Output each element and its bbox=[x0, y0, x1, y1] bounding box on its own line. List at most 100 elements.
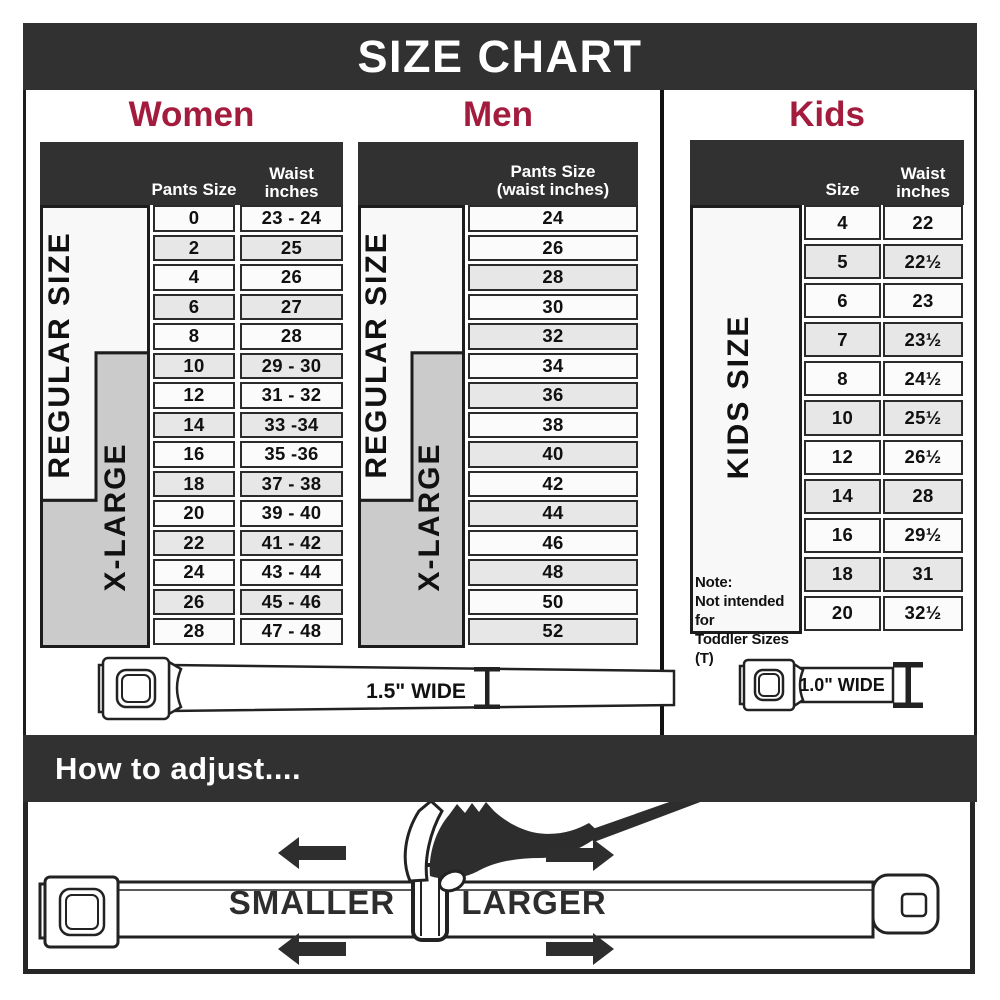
women-pants-size-column: 0 2 4 6 8 10 12 14 16 18 20 22 24 26 28 bbox=[153, 205, 235, 645]
size-cell: 10 bbox=[804, 400, 881, 436]
size-cell: 28 bbox=[153, 618, 235, 645]
women-title: Women bbox=[128, 95, 255, 134]
kids-note: Note: Not intended for Toddler Sizes (T) bbox=[695, 574, 789, 667]
size-cell: 25½ bbox=[883, 400, 963, 436]
size-cell: 31 bbox=[883, 556, 963, 592]
how-to-adjust-title: How to adjust.... bbox=[55, 750, 302, 786]
kids-title: Kids bbox=[789, 95, 865, 134]
size-cell: 40 bbox=[468, 441, 638, 468]
men-table-header: Pants Size (waist inches) bbox=[358, 142, 638, 205]
women-table-header: Pants Size Waist inches bbox=[40, 142, 343, 205]
kids-belt-illustration: 1.0" WIDE bbox=[738, 658, 923, 712]
size-cell: 4 bbox=[153, 264, 235, 291]
adjust-arrows bbox=[278, 837, 614, 965]
size-cell: 42 bbox=[468, 470, 638, 497]
women-size-bands: REGULAR SIZE X-LARGE bbox=[40, 205, 150, 648]
size-cell: 12 bbox=[153, 382, 235, 409]
men-title: Men bbox=[463, 95, 533, 134]
kids-size-column: 4 5 6 7 8 10 12 14 16 18 20 bbox=[804, 205, 881, 632]
men-pants-size-column: 24 26 28 30 32 34 36 38 40 42 44 46 48 50 52 bbox=[468, 205, 638, 645]
kids-size-band: KIDS SIZE bbox=[690, 205, 802, 634]
size-cell: 18 bbox=[804, 556, 881, 592]
seatbelt-strap bbox=[792, 666, 895, 704]
women-col2-header: Waist inches bbox=[264, 164, 319, 201]
size-cell: 32½ bbox=[883, 595, 963, 632]
seatbelt-buckle-icon bbox=[38, 875, 120, 949]
size-cell: 31 - 32 bbox=[240, 382, 343, 409]
size-cell: 34 bbox=[468, 352, 638, 379]
size-cell: 52 bbox=[468, 618, 638, 645]
size-cell: 43 - 44 bbox=[240, 559, 343, 586]
size-cell: 45 - 46 bbox=[240, 588, 343, 615]
size-cell: 41 - 42 bbox=[240, 529, 343, 556]
size-cell: 25 bbox=[240, 234, 343, 261]
women-regular-band-label: REGULAR SIZE bbox=[43, 231, 76, 478]
size-cell: 6 bbox=[153, 293, 235, 320]
men-size-bands: REGULAR SIZE X-LARGE bbox=[358, 205, 465, 648]
index-finger bbox=[403, 802, 444, 883]
size-cell: 32 bbox=[468, 323, 638, 350]
size-cell: 35 -36 bbox=[240, 441, 343, 468]
size-cell: 5 bbox=[804, 244, 881, 280]
size-cell: 14 bbox=[804, 478, 881, 514]
size-cell: 4 bbox=[804, 205, 881, 241]
section-divider bbox=[660, 90, 664, 735]
size-cell: 50 bbox=[468, 588, 638, 615]
width-indicator-icon bbox=[893, 662, 923, 708]
women-waist-column: 23 - 24 25 26 27 28 29 - 30 31 - 32 33 -34 35 -3… bbox=[240, 205, 343, 645]
adult-belt-width-label: 1.5" WIDE bbox=[366, 680, 466, 703]
size-cell: 14 bbox=[153, 411, 235, 438]
men-xlarge-band-label: X-LARGE bbox=[413, 443, 446, 592]
size-cell: 28 bbox=[240, 323, 343, 350]
adult-belt-illustration: 1.5" WIDE bbox=[97, 656, 676, 721]
arrow-right-icon bbox=[546, 839, 614, 871]
women-regular-band-shape bbox=[40, 205, 150, 502]
size-cell: 33 -34 bbox=[240, 411, 343, 438]
size-cell: 27 bbox=[240, 293, 343, 320]
kids-belt-width-label: 1.0" WIDE bbox=[799, 675, 885, 695]
men-regular-band-shape bbox=[358, 205, 465, 502]
size-cell: 37 - 38 bbox=[240, 470, 343, 497]
buckle-latch bbox=[792, 661, 805, 709]
size-cell: 18 bbox=[153, 470, 235, 497]
larger-label: LARGER bbox=[461, 884, 606, 921]
main-panel: Women Men Kids Pants Size Waist inches R… bbox=[23, 90, 977, 735]
kids-col2-header: Waist inches bbox=[896, 164, 950, 201]
size-cell: 46 bbox=[468, 529, 638, 556]
size-cell: 38 bbox=[468, 411, 638, 438]
seatbelt-buckle-icon bbox=[738, 658, 796, 712]
men-regular-band-label: REGULAR SIZE bbox=[360, 231, 393, 478]
belt-tail-end bbox=[871, 873, 940, 935]
kids-table-header: Size Waist inches bbox=[690, 140, 964, 205]
size-cell: 24 bbox=[468, 205, 638, 232]
arrow-right-icon bbox=[546, 933, 614, 965]
banner: SIZE CHART bbox=[23, 23, 977, 90]
size-cell: 23½ bbox=[883, 322, 963, 358]
kids-waist-column: 22 22½ 23 23½ 24½ 25½ 26½ 28 29½ 31 32½ bbox=[883, 205, 963, 632]
size-cell: 8 bbox=[153, 323, 235, 350]
size-cell: 20 bbox=[804, 595, 881, 632]
size-cell: 22½ bbox=[883, 244, 963, 280]
width-indicator-icon bbox=[474, 667, 500, 709]
size-cell: 23 bbox=[883, 283, 963, 319]
size-cell: 26 bbox=[468, 234, 638, 261]
size-cell: 36 bbox=[468, 382, 638, 409]
size-cell: 39 - 40 bbox=[240, 500, 343, 527]
arrow-left-icon bbox=[278, 933, 346, 965]
size-cell: 22 bbox=[153, 529, 235, 556]
size-cell: 28 bbox=[883, 478, 963, 514]
size-cell: 29 - 30 bbox=[240, 352, 343, 379]
thumb bbox=[438, 869, 466, 893]
kids-band-shape bbox=[690, 205, 802, 634]
buckle-latch bbox=[167, 659, 183, 717]
size-cell: 0 bbox=[153, 205, 235, 232]
size-cell: 22 bbox=[883, 205, 963, 241]
size-cell: 26 bbox=[153, 588, 235, 615]
size-cell: 24 bbox=[153, 559, 235, 586]
size-cell: 2 bbox=[153, 234, 235, 261]
kids-band-label: KIDS SIZE bbox=[722, 315, 755, 480]
size-cell: 8 bbox=[804, 361, 881, 397]
size-cell: 28 bbox=[468, 264, 638, 291]
arrow-left-icon bbox=[278, 837, 346, 869]
